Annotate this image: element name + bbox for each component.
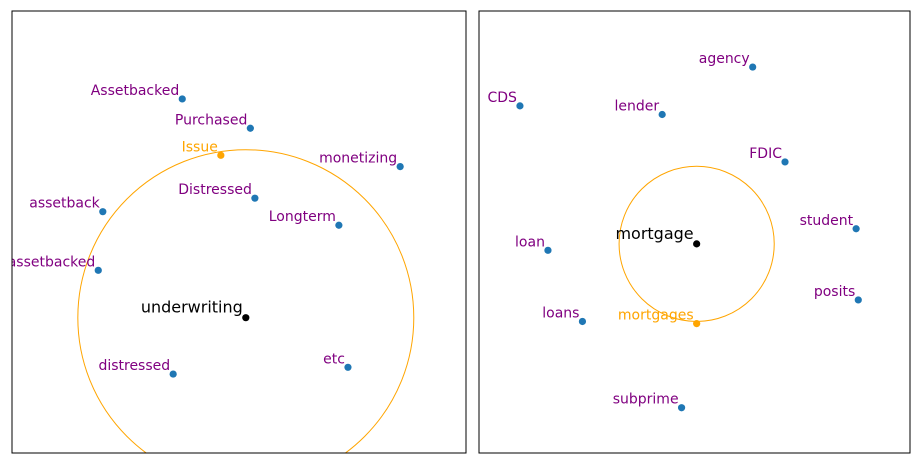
point-marker — [396, 163, 404, 171]
point-marker — [578, 317, 587, 326]
point-marker — [246, 124, 254, 132]
point-label: Issue — [182, 139, 218, 155]
point-marker — [344, 363, 352, 371]
center-point-marker — [693, 240, 701, 248]
point-label: loans — [542, 305, 579, 321]
point-marker — [178, 95, 186, 103]
point-marker — [335, 221, 343, 229]
point-marker — [781, 158, 789, 166]
point-marker — [251, 194, 259, 202]
point-marker — [854, 296, 862, 304]
neighborhood-radius-circle — [77, 149, 415, 453]
point-label: mortgages — [618, 308, 694, 324]
point-label: Purchased — [175, 112, 247, 128]
point-label: Distressed — [178, 182, 252, 198]
point-label: posits — [814, 284, 855, 300]
center-point-label: mortgage — [615, 224, 693, 243]
point-marker — [99, 208, 107, 216]
point-label: agency — [699, 51, 750, 67]
point-label: subprime — [613, 392, 679, 408]
point-marker — [169, 370, 177, 378]
point-label: CDS — [487, 90, 517, 106]
point-label: loan — [515, 234, 545, 250]
axes-frame — [11, 10, 467, 454]
point-marker — [749, 63, 757, 71]
point-label: assetback — [29, 196, 100, 212]
point-label: lender — [615, 98, 660, 114]
point-label: Longterm — [269, 209, 336, 225]
point-marker — [544, 246, 552, 254]
plot-area: agency CDS lender FDIC student loan posits loan… — [487, 51, 862, 412]
point-label: FDIC — [749, 146, 782, 162]
point-marker — [658, 110, 666, 119]
point-marker — [677, 404, 686, 412]
point-marker — [217, 151, 225, 159]
point-label: etc — [323, 351, 345, 367]
point-marker — [852, 225, 860, 233]
point-label: assetbacked — [8, 254, 96, 270]
point-label: monetizing — [319, 151, 397, 167]
center-point-marker — [242, 314, 250, 322]
point-marker — [693, 320, 701, 328]
mortgage-neighborhood-panel: agency CDS lender FDIC student loan posits loan… — [478, 10, 911, 454]
point-marker — [94, 266, 102, 274]
axes-frame — [478, 10, 911, 454]
point-label: Assetbacked — [91, 83, 180, 99]
point-label: student — [800, 213, 854, 229]
point-marker — [516, 102, 524, 110]
underwriting-neighborhood-panel: Assetbacked Purchased Issue monetizing Distr… — [8, 10, 467, 454]
center-point-label: underwriting — [141, 298, 243, 317]
point-label: distressed — [98, 358, 170, 374]
plot-area: Assetbacked Purchased Issue monetizing Distr… — [8, 83, 415, 453]
